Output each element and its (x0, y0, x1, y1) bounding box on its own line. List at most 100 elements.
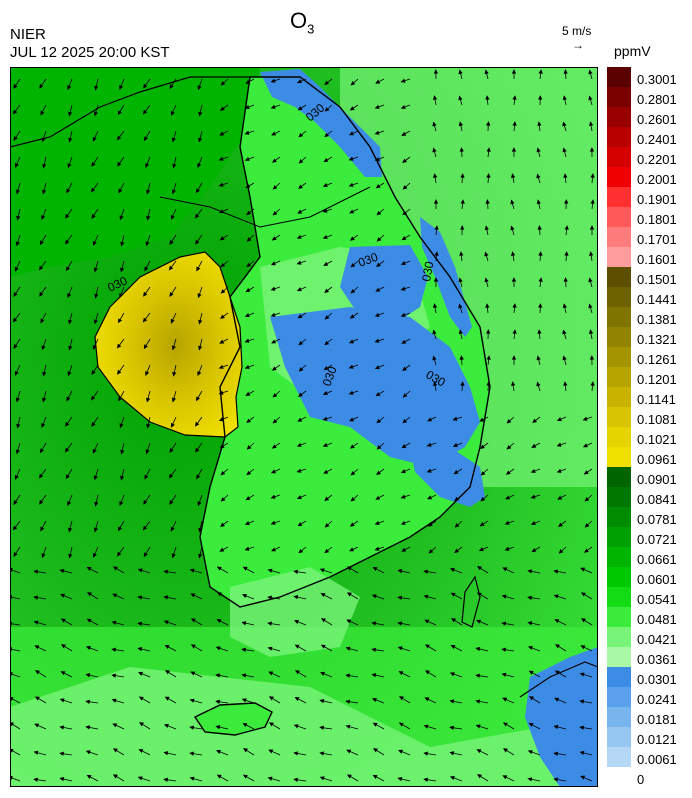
wind-arrow-head (324, 107, 330, 112)
dmz-line (159, 186, 371, 228)
wind-arrow-head (241, 621, 247, 626)
wind-arrow-head (119, 501, 124, 507)
colorbar-label: 0.0121 (637, 732, 677, 747)
wind-arrow-head (580, 775, 586, 780)
colorbar-swatch (607, 467, 631, 488)
wind-arrow-head (460, 199, 465, 204)
wind-arrow-head (450, 644, 456, 649)
wind-arrow-head (163, 620, 169, 625)
wind-arrow-head (15, 449, 20, 455)
wind-arrow-head (510, 173, 516, 178)
wind-arrow-head (349, 209, 355, 214)
wind-arrow-head (244, 364, 250, 369)
wind-arrow-head (425, 670, 430, 675)
wind-arrow-head (512, 329, 517, 334)
wind-arrow-head (219, 547, 225, 552)
wind-arrow-head (267, 776, 273, 781)
wind-arrow-head (143, 291, 148, 297)
wind-arrow-head (190, 644, 196, 649)
wind-arrow-head (449, 672, 455, 677)
wind-arrow-head (350, 470, 356, 476)
wind-arrow-head (397, 776, 403, 782)
wind-arrow-head (434, 225, 439, 230)
wind-arrow-head (111, 647, 116, 652)
wind-arrow-head (553, 594, 559, 599)
wind-arrow-head (295, 670, 300, 675)
wind-arrow-head (219, 236, 225, 241)
wind-arrow-head (39, 448, 45, 454)
colorbar-swatch (607, 267, 631, 288)
wind-arrow-head (244, 156, 250, 161)
wind-arrow-head (371, 647, 376, 652)
wind-arrow-head (556, 468, 562, 473)
wind-arrow-head (59, 776, 65, 782)
wind-arrow-head (217, 592, 222, 597)
wind-arrow-head (145, 371, 150, 377)
wind-arrow-head (527, 595, 532, 600)
wind-arrow-head (423, 594, 429, 599)
wind-arrow-head (324, 523, 330, 528)
wind-arrow-head (293, 619, 299, 624)
wind-arrow-head (190, 671, 196, 676)
wind-arrow-head (320, 593, 326, 598)
colorbar-swatch (607, 407, 631, 428)
wind-arrow-head (270, 261, 276, 266)
wind-arrow-head (145, 397, 151, 403)
wind-arrow-head (319, 751, 325, 756)
wind-arrow-head (293, 777, 298, 782)
wind-arrow-head (588, 69, 593, 75)
colorbar-swatch (607, 447, 631, 468)
wind-arrow-head (538, 95, 543, 100)
wind-arrow-head (485, 199, 490, 204)
wind-arrow-head (564, 225, 569, 230)
wind-arrow-head (458, 69, 463, 75)
wind-arrow-head (59, 725, 65, 730)
wind-arrow-head (93, 527, 99, 533)
wind-arrow-head (373, 748, 378, 753)
wind-arrow-head (432, 329, 437, 335)
wind-arrow-head (511, 381, 516, 386)
colorbar-swatch (607, 327, 631, 348)
colorbar-swatch (607, 387, 631, 408)
title-main: O (290, 8, 308, 33)
wind-arrow-head (15, 241, 20, 247)
wind-arrow-head (137, 646, 143, 652)
wind-arrow-head (476, 619, 482, 624)
colorbar-label: 0.1261 (637, 352, 677, 367)
wind-arrow-head (427, 495, 433, 500)
wind-arrow-head (39, 240, 44, 246)
wind-arrow-head (528, 670, 534, 675)
colorbar-swatch (607, 567, 631, 588)
wind-arrow-head (501, 621, 507, 626)
colorbar-swatch (607, 207, 631, 228)
wind-arrow-head (93, 111, 98, 117)
wind-arrow-head (553, 724, 559, 730)
yellow-ozone-plume (94, 251, 243, 438)
wind-arrow-head (189, 568, 195, 573)
wind-arrow-head (346, 749, 352, 754)
wind-arrow-head (119, 293, 124, 299)
wind-arrow-head (93, 319, 98, 325)
wind-arrow-head (86, 566, 92, 571)
colorbar-label: 0.1201 (637, 372, 677, 387)
wind-arrow-head (426, 468, 432, 473)
wind-arrow-head (375, 79, 381, 84)
wind-arrow-head (322, 391, 328, 396)
wind-arrow-head (218, 390, 224, 395)
wind-arrow-head (67, 163, 72, 169)
wind-arrow-head (146, 215, 151, 221)
wind-arrow-head (588, 95, 593, 101)
wind-arrow-head (554, 670, 560, 675)
wind-arrow-head (219, 339, 225, 344)
wind-arrow-head (589, 225, 595, 230)
wind-arrow-head (536, 355, 541, 361)
wind-arrow-head (34, 696, 40, 701)
wind-arrow-head (33, 777, 38, 782)
colorbar-label: 0 (637, 772, 645, 787)
colorbar-swatch (607, 707, 631, 728)
wind-arrow-head (458, 303, 463, 309)
wind-arrow-head (137, 568, 143, 573)
wind-arrow-head (372, 774, 378, 779)
wind-arrow-head (65, 474, 70, 480)
wind-arrow-head (433, 277, 439, 282)
